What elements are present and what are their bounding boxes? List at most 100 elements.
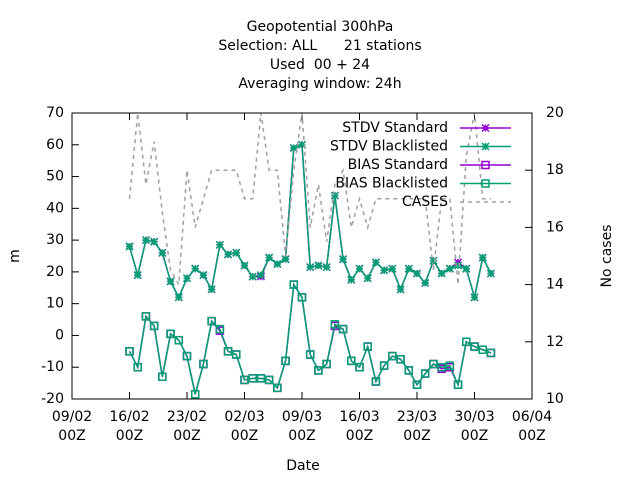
data-point [133, 271, 142, 280]
y2-tick-label: 18 [546, 162, 564, 178]
data-point [445, 361, 455, 370]
y-tick-label: 10 [46, 296, 64, 312]
legend-label: STDV Standard [342, 120, 448, 136]
chart-title: Used 00 + 24 [270, 57, 370, 73]
legend-label: STDV Blacklisted [330, 139, 448, 155]
chart-title: Averaging window: 24h [238, 76, 401, 92]
data-point [125, 347, 134, 356]
data-point [305, 350, 315, 359]
data-point [445, 264, 454, 273]
data-point [338, 324, 348, 334]
data-point [363, 342, 372, 351]
data-point [322, 359, 331, 369]
y-tick-label: -10 [41, 359, 64, 375]
data-point [453, 380, 463, 389]
series-line [128, 282, 492, 395]
data-point [149, 321, 159, 331]
y-axis-label: m [7, 249, 23, 263]
data-point [396, 355, 405, 364]
data-point [240, 261, 249, 270]
legend-label: CASES [402, 194, 448, 210]
data-point [240, 375, 249, 385]
x-tick-label: 02/03 00Z [224, 409, 265, 444]
data-point [141, 236, 150, 245]
data-point [339, 255, 348, 264]
data-point [190, 389, 200, 399]
y-tick-label: 60 [46, 137, 64, 153]
series-line [128, 282, 492, 395]
data-point [281, 255, 290, 264]
data-point [265, 253, 274, 262]
data-point [182, 351, 192, 361]
data-point [264, 375, 274, 385]
data-point [215, 324, 225, 334]
x-tick-label: 06/04 00Z [511, 409, 553, 444]
data-point [297, 140, 307, 149]
data-point [388, 264, 397, 273]
x-tick-label: 23/03 00Z [396, 409, 438, 444]
legend-marker [481, 160, 490, 170]
data-point [388, 351, 397, 361]
data-point [215, 240, 224, 249]
data-point [314, 366, 323, 375]
data-point [347, 275, 356, 284]
data-point [478, 345, 487, 354]
data-point [273, 383, 282, 393]
y-tick-label: 0 [55, 327, 64, 343]
x-tick-label: 09/03 00Z [281, 409, 323, 444]
data-point [347, 356, 356, 366]
y2-tick-label: 12 [546, 334, 564, 350]
data-point [462, 337, 471, 347]
data-point [232, 350, 241, 359]
data-point [207, 285, 216, 294]
data-point [454, 261, 463, 270]
data-point [437, 269, 446, 278]
data-point [412, 380, 422, 389]
data-point [166, 277, 175, 286]
data-point [199, 271, 208, 280]
data-point [166, 329, 175, 339]
y2-tick-label: 20 [546, 105, 564, 121]
data-point [158, 248, 167, 257]
data-point [150, 237, 159, 246]
data-point [404, 264, 413, 273]
data-point [462, 264, 471, 273]
data-point [404, 366, 414, 375]
y-tick-label: 40 [46, 200, 64, 216]
data-point [248, 272, 257, 281]
data-point [289, 143, 298, 152]
data-point [379, 361, 389, 370]
series-line [128, 112, 491, 288]
data-point [470, 293, 479, 302]
x-axis-label: Date [286, 458, 319, 474]
y-tick-label: 50 [46, 169, 64, 185]
data-point [429, 359, 438, 369]
chart-title: Geopotential 300hPa [247, 19, 394, 35]
data-point [470, 342, 479, 351]
legend-label: BIAS Blacklisted [335, 176, 448, 192]
data-point [248, 374, 257, 383]
y-tick-label: 70 [46, 105, 64, 121]
data-point [223, 347, 233, 356]
y2-axis-label: No cases [599, 225, 615, 288]
data-point [363, 274, 372, 283]
data-point [199, 359, 208, 369]
legend-label: BIAS Standard [348, 157, 448, 173]
data-point [191, 264, 200, 273]
data-point [232, 248, 241, 257]
data-point [182, 274, 192, 283]
data-point [289, 280, 299, 289]
data-point [174, 293, 183, 302]
data-point [380, 266, 389, 275]
data-point [355, 264, 364, 273]
data-point [396, 285, 405, 294]
data-point [224, 250, 233, 259]
data-point [421, 278, 430, 288]
y2-tick-label: 10 [546, 391, 564, 407]
x-tick-label: 23/02 00Z [166, 409, 208, 444]
data-point [322, 263, 331, 272]
y2-tick-label: 16 [546, 219, 564, 235]
data-point [125, 242, 134, 251]
